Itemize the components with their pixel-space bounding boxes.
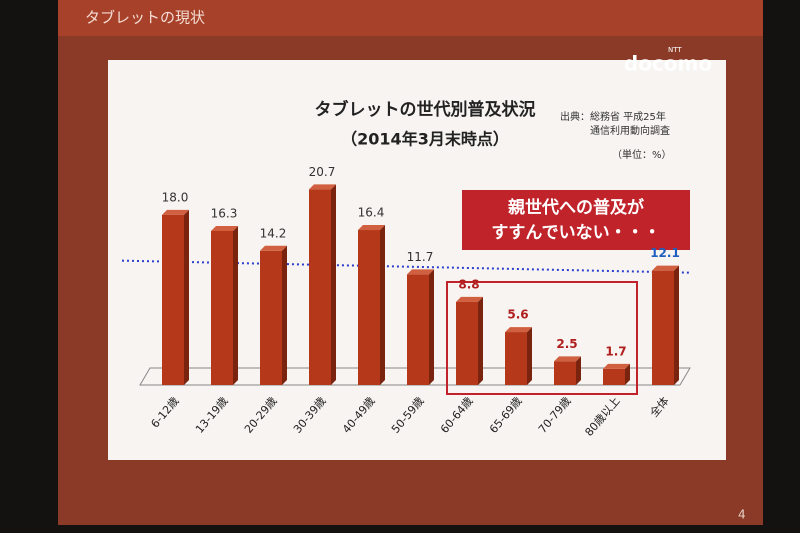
brand: docomo [624, 52, 712, 76]
data-label: 14.2 [260, 226, 287, 240]
bar [603, 368, 625, 385]
bar-side [576, 356, 581, 385]
data-label: 8.8 [458, 277, 479, 291]
bar-top [162, 209, 189, 215]
data-label: 18.0 [162, 190, 189, 204]
bar-side [478, 296, 483, 385]
chart-title: タブレットの世代別普及状況 [315, 99, 536, 120]
source: 出典：総務省 平成25年 [560, 110, 666, 123]
bar [358, 230, 380, 385]
bar-top [260, 245, 287, 251]
bar [211, 230, 233, 385]
header-bar [58, 0, 763, 36]
data-label: 2.5 [556, 337, 577, 351]
bar [554, 361, 576, 385]
bar-side [625, 363, 630, 385]
chart-subtitle: （2014年3月末時点） [341, 130, 509, 149]
bar-side [674, 265, 679, 385]
bar [260, 250, 282, 385]
data-label: 1.7 [605, 344, 626, 358]
bar-top [211, 225, 238, 231]
callout: 親世代への普及が [508, 197, 644, 218]
page-number: 4 [738, 508, 746, 522]
bar-side [527, 327, 532, 385]
bar-top [603, 363, 630, 369]
bar-top [358, 225, 385, 231]
bar [652, 270, 674, 385]
callout: すすんでいない・・・ [491, 223, 660, 243]
bar-top [407, 269, 434, 275]
bar-side [380, 225, 385, 385]
bar-side [184, 209, 189, 385]
bar [162, 214, 184, 385]
bar-side [233, 225, 238, 385]
data-label: 16.4 [358, 206, 385, 220]
bar-side [429, 269, 434, 385]
bar [456, 301, 478, 385]
highlight-box [446, 281, 638, 395]
data-label: 16.3 [211, 206, 238, 220]
data-label: 20.7 [309, 165, 336, 179]
header-title: タブレットの現状 [85, 9, 205, 27]
callout-box [462, 190, 690, 250]
bar-top [309, 184, 336, 190]
bar [407, 274, 429, 385]
bar-top [456, 296, 483, 302]
bar-top [554, 356, 581, 362]
bar [505, 332, 527, 385]
bar-top [505, 327, 532, 333]
data-label: 11.7 [407, 250, 434, 264]
brand-small: NTT [668, 46, 682, 54]
bar-side [331, 184, 336, 385]
bar-side [282, 245, 287, 385]
data-label: 12.1 [650, 246, 680, 260]
source: 通信利用動向調査 [590, 124, 670, 137]
bar [309, 189, 331, 385]
data-label: 5.6 [507, 308, 528, 322]
bar-top [652, 265, 679, 271]
unit: （単位：%） [612, 148, 672, 161]
